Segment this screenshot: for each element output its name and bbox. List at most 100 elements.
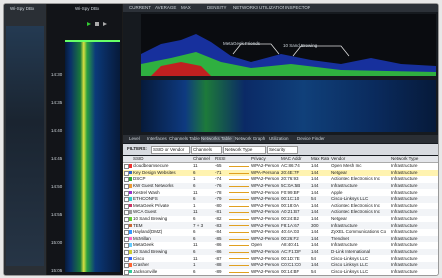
table-cell: 54 (311, 268, 317, 274)
table-cell: 00:26:F2 (281, 235, 299, 241)
filter-label: FILTERS: (127, 146, 147, 151)
table-row[interactable]: KW Guest Networks 6 -76 WPA2-Personal5C:0A:… (123, 182, 438, 190)
table-cell: 1 (193, 262, 196, 268)
rssi-sparkline (229, 166, 249, 167)
table-cell: Infrastructure (391, 255, 418, 261)
table-cell: Netgear (331, 169, 348, 175)
time-label: 14:45 (51, 156, 63, 161)
toolbar-button[interactable]: AVERAGE (155, 5, 177, 10)
column-header[interactable]: RSSI (215, 156, 226, 161)
app-window: Wi-Spy DBx Wi-Spy DBx 14:30 14:35 14:40 14:… (3, 3, 439, 276)
filter-field[interactable]: Channels (191, 146, 222, 154)
tab[interactable]: Channels Table (169, 136, 200, 141)
toolbar-button[interactable]: INSPECTOR (285, 5, 310, 10)
table-cell: -81 (215, 209, 222, 215)
table-cell: -86 (215, 242, 222, 248)
rssi-sparkline (229, 271, 249, 273)
toolbar-button[interactable]: NETWORKS (233, 5, 258, 10)
table-cell: D-Link International (331, 249, 371, 255)
column-header[interactable]: Max Rate (311, 156, 329, 161)
table-cell: 6 (193, 268, 196, 274)
table-row[interactable]: MetaGeek Private 1 -80 WPA2-Personal00:18:0… (123, 202, 438, 210)
table-cell: Cisco (133, 255, 145, 261)
table-cell: 11 (193, 242, 198, 248)
tab[interactable]: Interfaces (147, 136, 167, 141)
column-header[interactable]: Privacy (251, 156, 266, 161)
table-cell: 144 (311, 249, 319, 255)
rssi-sparkline (229, 192, 249, 193)
column-header[interactable]: Channel (193, 156, 210, 161)
rssi-sparkline (229, 225, 249, 226)
table-row[interactable]: 10 Sand Brewing 6 -82 WPA2-Personal00:24:B2… (123, 215, 438, 223)
table-cell: -80 (215, 202, 222, 208)
spectrum-graphic (141, 34, 436, 76)
row-color (128, 263, 132, 267)
table-cell: WPA2-Personal (251, 255, 279, 261)
table-row[interactable]: MetaGeek 11 -86 Open A8:40:41 144 Infrastructu… (123, 242, 438, 249)
tab[interactable]: Networks Table (201, 136, 235, 142)
toolbar-button[interactable]: DENSITY (207, 5, 227, 10)
table-row[interactable]: ETHCONFS 6 -79 WPA2-Personal00:1C:10 54 Cisco… (123, 196, 438, 203)
table-cell: 1 (193, 202, 196, 208)
table-row[interactable]: 10 Sand Brewing 6 -86 WPA2-PersonalAC:F1:DF… (123, 248, 438, 256)
table-cell: 144 (311, 202, 319, 208)
column-header[interactable]: SSID (133, 156, 144, 161)
toolbar-button[interactable]: MAX (181, 5, 191, 10)
table-cell: 144 (311, 189, 319, 195)
table-cell: Infrastructure (391, 176, 418, 182)
table-row[interactable]: WCA Guest 11 -81 WPA2-PersonalA0:21:B7 144 Ac… (123, 209, 438, 216)
time-label: 15:05 (51, 268, 63, 273)
filter-field[interactable]: Security (267, 146, 298, 154)
table-row[interactable]: cloudbeamsecure 11 -65 WPA2-PersonalAC:86:7… (123, 163, 438, 170)
playback-controls[interactable] (85, 14, 115, 26)
table-cell: -79 (215, 196, 222, 202)
filter-field[interactable]: SSID or Vendor (151, 146, 190, 154)
table-row[interactable]: Crasher 1 -88 WPA2-PersonalC0:C1:C0 144 Cisco… (123, 262, 438, 269)
table-cell: 1 (193, 176, 196, 182)
waterfall-panel: Wi-Spy DBx 14:30 14:35 14:40 14:45 14:50 14:5… (47, 4, 122, 275)
table-cell: -86 (215, 249, 222, 255)
tab[interactable]: Network Graph (235, 136, 266, 141)
table-cell: AC:F1:DF (281, 249, 302, 255)
row-color (128, 197, 132, 201)
table-row[interactable]: Hayland(DMZ) 6 -84 WPA2-Personal40:4A:03 144… (123, 229, 438, 236)
table-cell: 00:18:0A (281, 202, 300, 208)
table-cell: -82 (215, 216, 222, 222)
table-cell: Infrastructure (391, 216, 418, 222)
table-cell: -88 (215, 262, 222, 268)
table-row[interactable]: TEM 7 + 3 -83 WPA2-PersonalF8:1A:67 300 Infra… (123, 222, 438, 229)
table-cell: cloudbeamsecure (133, 163, 169, 169)
table-cell: WPA2-Personal (251, 209, 279, 215)
time-label: 14:40 (51, 128, 63, 133)
tab[interactable]: Utilization (269, 136, 289, 141)
column-header[interactable]: Vendor (331, 156, 346, 161)
table-row[interactable]: Cisco 11 -87 WPA2-Personal00:1D:7E 54 Cisco-L… (123, 255, 438, 262)
table-cell: Infrastructure (391, 163, 418, 169)
rssi-sparkline (229, 258, 249, 259)
toolbar-button[interactable]: CURRENT (129, 5, 151, 10)
table-row[interactable]: Key Design Websites 6 -71 WPA-Personal 20:4E… (123, 169, 438, 177)
column-header[interactable]: Network Type (391, 156, 419, 161)
table-row[interactable]: Jacksonville 6 -89 WPA2-Personal00:14:BF 54 C… (123, 268, 438, 275)
table-cell: WPA2-Personal (251, 163, 279, 169)
table-cell: 6 (193, 183, 196, 189)
table-cell: Jacksonville (133, 268, 158, 274)
table-row[interactable]: McMillan 6 -85 WPA2-Personal00:26:F2 144 Tren… (123, 235, 438, 243)
table-cell: 144 (311, 229, 319, 235)
row-color (128, 210, 132, 214)
tab[interactable]: Level (129, 136, 140, 141)
table-cell: Infrastructure (331, 242, 358, 248)
filter-field[interactable]: Network Type (223, 146, 266, 154)
playback-icons (87, 22, 107, 26)
waterfall-marker (65, 40, 120, 42)
spectrum-chart (141, 14, 436, 76)
table-row[interactable]: Kestrel Wash 11 -78 WPA2-PersonalF0:99:BF 14… (123, 189, 438, 196)
toolbar-button[interactable]: UTILIZATION (259, 5, 284, 10)
rssi-sparkline (229, 199, 249, 200)
table-cell: 144 (311, 183, 319, 189)
column-header[interactable]: MAC Addr (281, 156, 302, 161)
table-cell: Actiontec Electronics Inc (331, 202, 381, 208)
tab[interactable]: Device Finder (297, 136, 325, 141)
rssi-sparkline (229, 185, 249, 187)
